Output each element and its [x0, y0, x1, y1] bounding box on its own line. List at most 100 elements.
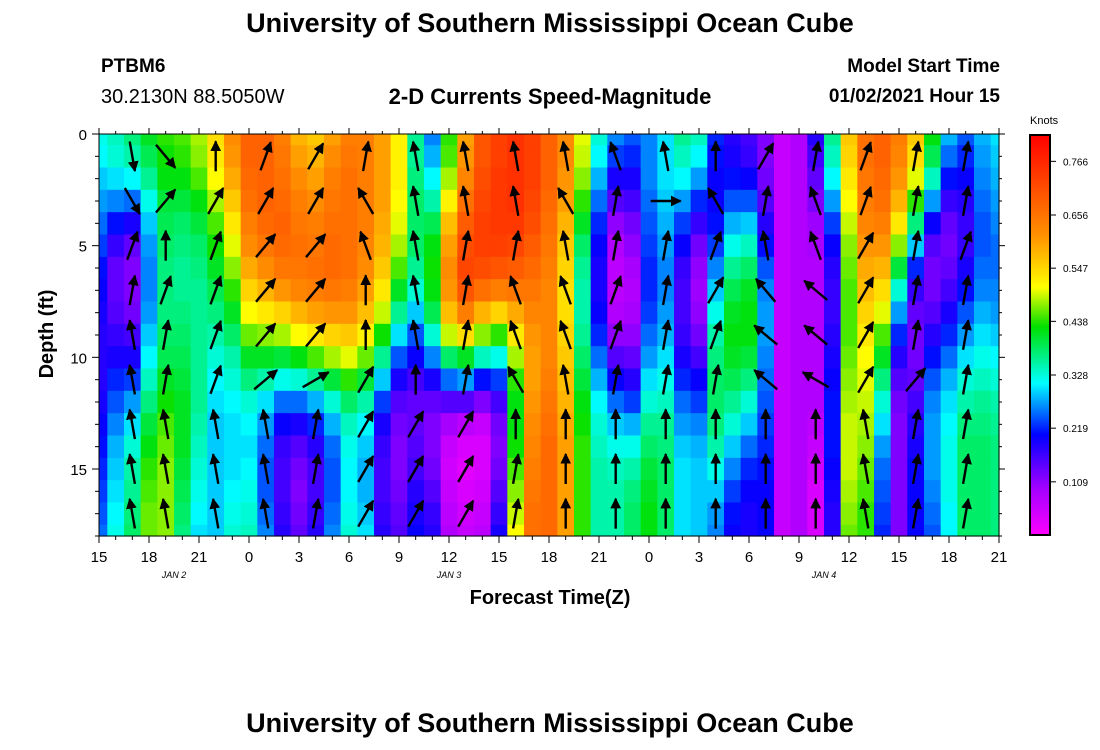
x-tick-label: 18	[941, 549, 958, 566]
heatmap-cell	[890, 145, 908, 169]
heatmap-cell	[240, 480, 258, 504]
current-vector	[209, 497, 221, 529]
heatmap-cell	[440, 435, 458, 459]
colorbar-scale	[1029, 134, 1051, 536]
heatmap-cell	[357, 524, 375, 537]
heatmap-cell	[507, 212, 525, 236]
heatmap-cell	[424, 212, 442, 236]
heatmap-cell	[574, 480, 592, 504]
heatmap-cell	[640, 212, 658, 236]
current-vector	[259, 408, 271, 440]
heatmap-cell	[724, 256, 742, 280]
heatmap-cell	[690, 368, 708, 392]
current-vector	[661, 363, 672, 395]
heatmap-cell	[574, 256, 592, 280]
heatmap-cell	[174, 435, 192, 459]
heatmap-cell	[874, 212, 892, 236]
heatmap-cell	[974, 323, 992, 347]
current-vector	[305, 277, 327, 303]
heatmap-cell	[474, 480, 492, 504]
heatmap-cell	[674, 145, 692, 169]
heatmap-cell	[157, 256, 175, 280]
current-vector	[558, 275, 572, 305]
heatmap-cell	[940, 390, 958, 414]
heatmap-cell	[507, 167, 525, 191]
current-vector	[511, 453, 522, 485]
heatmap-cell	[757, 480, 775, 504]
heatmap-cell	[690, 167, 708, 191]
heatmap-cell	[457, 346, 475, 370]
current-vector	[709, 319, 723, 350]
heatmap-cell	[957, 134, 975, 146]
heatmap-cell	[540, 279, 558, 303]
heatmap-cell	[374, 167, 392, 191]
heatmap-cell	[190, 134, 208, 146]
heatmap-cell	[690, 279, 708, 303]
heatmap-cell	[690, 256, 708, 280]
axes: 15 18 21 0 3 6 9 12 15 18 21 0 3 6 9 12 15 18 21 JAN 2 JAN 3…	[70, 127, 1007, 580]
heatmap-cell	[707, 301, 725, 325]
heatmap-cell	[640, 457, 658, 481]
heatmap-cell	[524, 167, 542, 191]
heatmap-cell	[490, 524, 508, 537]
heatmap-cell	[190, 167, 208, 191]
heatmap-cell	[274, 346, 292, 370]
heatmap-cell	[624, 212, 642, 236]
heatmap-cell	[190, 256, 208, 280]
heatmap-cell	[440, 502, 458, 526]
heatmap-cell	[840, 279, 858, 303]
heatmap-cell	[440, 145, 458, 169]
heatmap-cell	[574, 502, 592, 526]
current-vector	[358, 230, 372, 261]
heatmap-cell	[99, 212, 108, 236]
y-axis-label: Depth (ft)	[36, 290, 58, 379]
heatmap-cell	[324, 390, 342, 414]
heatmap-cell	[274, 323, 292, 347]
heatmap-cell	[374, 189, 392, 213]
heatmap-cell	[590, 189, 608, 213]
heatmap-cell	[390, 167, 408, 191]
heatmap-cell	[740, 413, 758, 437]
heatmap-cell	[824, 279, 842, 303]
heatmap-cell	[374, 480, 392, 504]
heatmap-cell	[307, 435, 325, 459]
heatmap-cell	[940, 502, 958, 526]
heatmap-cell	[390, 256, 408, 280]
current-vector	[311, 408, 322, 440]
heatmap-cell	[224, 346, 242, 370]
heatmap-cell	[890, 457, 908, 481]
heatmap-cell	[474, 256, 492, 280]
heatmap-cell	[490, 234, 508, 258]
current-vector	[123, 187, 141, 215]
heatmap-cell	[157, 167, 175, 191]
heatmap-cell	[657, 524, 675, 537]
heatmap-cell	[774, 368, 792, 392]
current-vector	[859, 408, 871, 440]
current-vector	[361, 140, 372, 172]
heatmap-cell	[390, 457, 408, 481]
heatmap-cell	[774, 390, 792, 414]
heatmap-cell	[224, 368, 242, 392]
heatmap-cell	[940, 435, 958, 459]
heatmap-cell	[490, 502, 508, 526]
heatmap-cell	[140, 234, 158, 258]
current-vector	[911, 408, 922, 440]
date-label: JAN 3	[436, 570, 462, 580]
heatmap-cell	[324, 457, 342, 481]
heatmap-cell	[274, 212, 292, 236]
heatmap-cell	[374, 390, 392, 414]
heatmap-cell	[740, 346, 758, 370]
heatmap-cell	[757, 435, 775, 459]
heatmap-cell	[240, 390, 258, 414]
heatmap-cell	[457, 480, 475, 504]
heatmap-cell	[340, 212, 358, 236]
heatmap-cell	[424, 301, 442, 325]
heatmap-cell	[540, 480, 558, 504]
heatmap-cell	[824, 189, 842, 213]
heatmap-cell	[407, 524, 425, 537]
heatmap-cell	[340, 390, 358, 414]
heatmap-cell	[940, 234, 958, 258]
heatmap-cell	[874, 524, 892, 537]
heatmap-cell	[574, 145, 592, 169]
